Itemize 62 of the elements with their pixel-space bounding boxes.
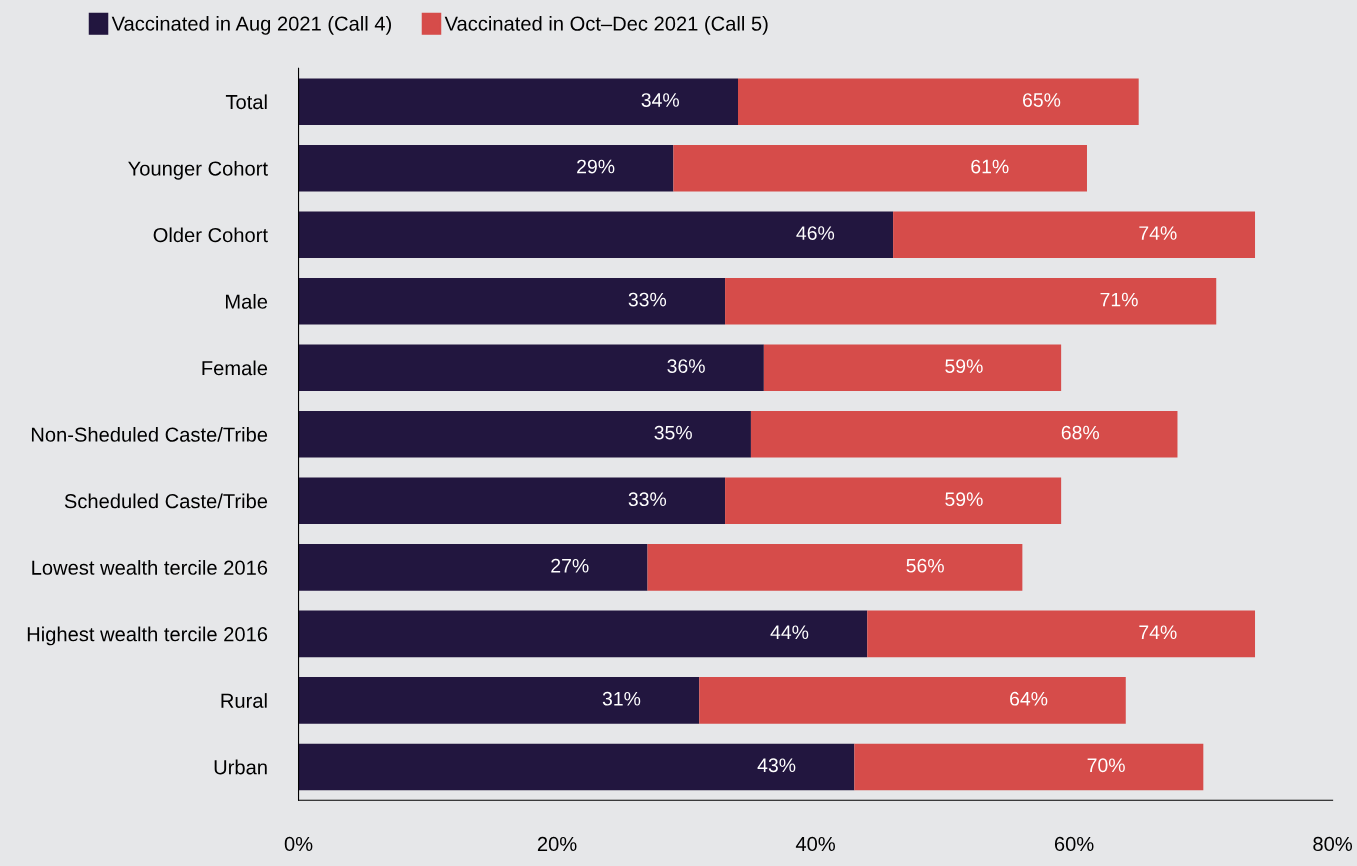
bar — [298, 344, 764, 392]
y-tick-label: Female — [202, 360, 268, 376]
bar — [699, 677, 1126, 724]
y-tick-label: Older Cohort — [153, 227, 268, 243]
data-label: 35% — [654, 425, 692, 440]
total-label: 64% — [1010, 691, 1048, 706]
total-label: 68% — [1061, 425, 1100, 440]
bar — [725, 277, 1217, 325]
x-tick-label: 0% — [284, 836, 313, 852]
bar — [298, 544, 648, 591]
x-tick-label: 20% — [537, 836, 577, 852]
y-tick-label: Male — [225, 293, 268, 309]
total-label: 61% — [971, 159, 1009, 174]
bar — [867, 610, 1256, 658]
total-label: 71% — [1100, 292, 1138, 307]
bar — [298, 677, 700, 724]
data-label: 46% — [796, 226, 835, 240]
x-tick-label: 40% — [795, 836, 835, 852]
y-tick-label: Non-Sheduled Caste/Tribe — [31, 427, 268, 442]
bar — [738, 78, 1139, 125]
y-tick-label: Scheduled Caste/Tribe — [64, 493, 268, 509]
data-label: 27% — [551, 558, 589, 573]
bar — [763, 344, 1062, 392]
x-tick-label: 60% — [1054, 836, 1094, 852]
y-tick-label: Highest wealth tercile 2016 — [27, 626, 268, 646]
bar — [298, 211, 894, 259]
bar — [298, 477, 726, 525]
bar — [725, 477, 1062, 525]
y-tick-label: Lowest wealth tercile 2016 — [32, 560, 268, 575]
bar — [298, 78, 738, 125]
legend-label: Vaccinated in Oct–Dec 2021 (Call 5) — [444, 15, 768, 35]
y-tick-label: Rural — [221, 693, 267, 708]
bar — [750, 411, 1178, 458]
bar — [298, 610, 868, 658]
total-label: 70% — [1087, 758, 1125, 773]
legend-label: Vaccinated in Aug 2021 (Call 4) — [111, 15, 391, 35]
data-label: 36% — [667, 359, 705, 373]
data-label: 44% — [770, 625, 809, 640]
bar — [298, 144, 674, 192]
data-label: 43% — [757, 758, 796, 773]
x-tick-label: 80% — [1313, 836, 1353, 852]
y-tick-label: Total — [225, 94, 267, 110]
bar — [647, 544, 1023, 591]
bar — [298, 277, 726, 325]
bar — [893, 211, 1256, 259]
total-label: 65% — [1023, 93, 1061, 107]
y-tick-label: Urban — [214, 759, 267, 775]
total-label: 74% — [1139, 625, 1177, 640]
y-tick-label: Younger Cohort — [128, 160, 268, 180]
total-label: 56% — [906, 558, 944, 573]
data-label: 34% — [641, 93, 680, 107]
bar — [298, 743, 855, 791]
bar — [298, 411, 751, 458]
total-label: 59% — [945, 359, 983, 373]
data-label: 31% — [602, 691, 641, 706]
total-label: 59% — [945, 492, 983, 507]
data-label: 33% — [628, 492, 667, 507]
data-label: 33% — [628, 292, 667, 307]
total-label: 74% — [1139, 226, 1177, 240]
bar — [854, 743, 1204, 791]
data-label: 29% — [577, 159, 615, 174]
bar — [673, 144, 1087, 192]
